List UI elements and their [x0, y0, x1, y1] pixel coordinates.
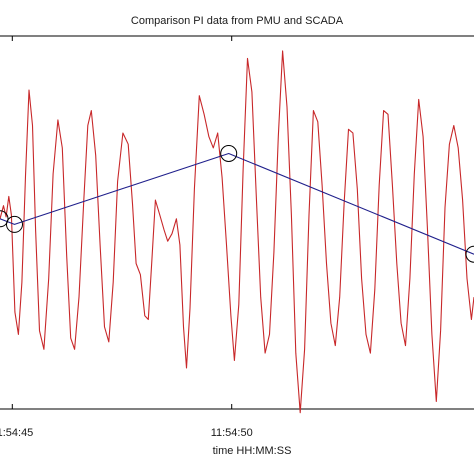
series-line-pmu: [0, 50, 474, 414]
x-tick-label: 11:54:45: [0, 427, 33, 439]
series-layer: [0, 50, 474, 414]
x-tick-label: 11:54:50: [211, 427, 253, 439]
data-point-scada: [220, 145, 238, 162]
data-point-scada: [465, 245, 474, 263]
plot-frame: [0, 35, 474, 410]
chart-title: Comparison PI data from PMU and SCADA: [131, 15, 344, 27]
data-point-scada: [0, 210, 9, 228]
plot-area: 11:54:45 11:54:50: [0, 35, 474, 439]
data-point-scada: [6, 215, 23, 233]
x-axis-label: time HH:MM:SS: [213, 445, 292, 457]
x-axis: 11:54:45 11:54:50: [0, 36, 253, 439]
